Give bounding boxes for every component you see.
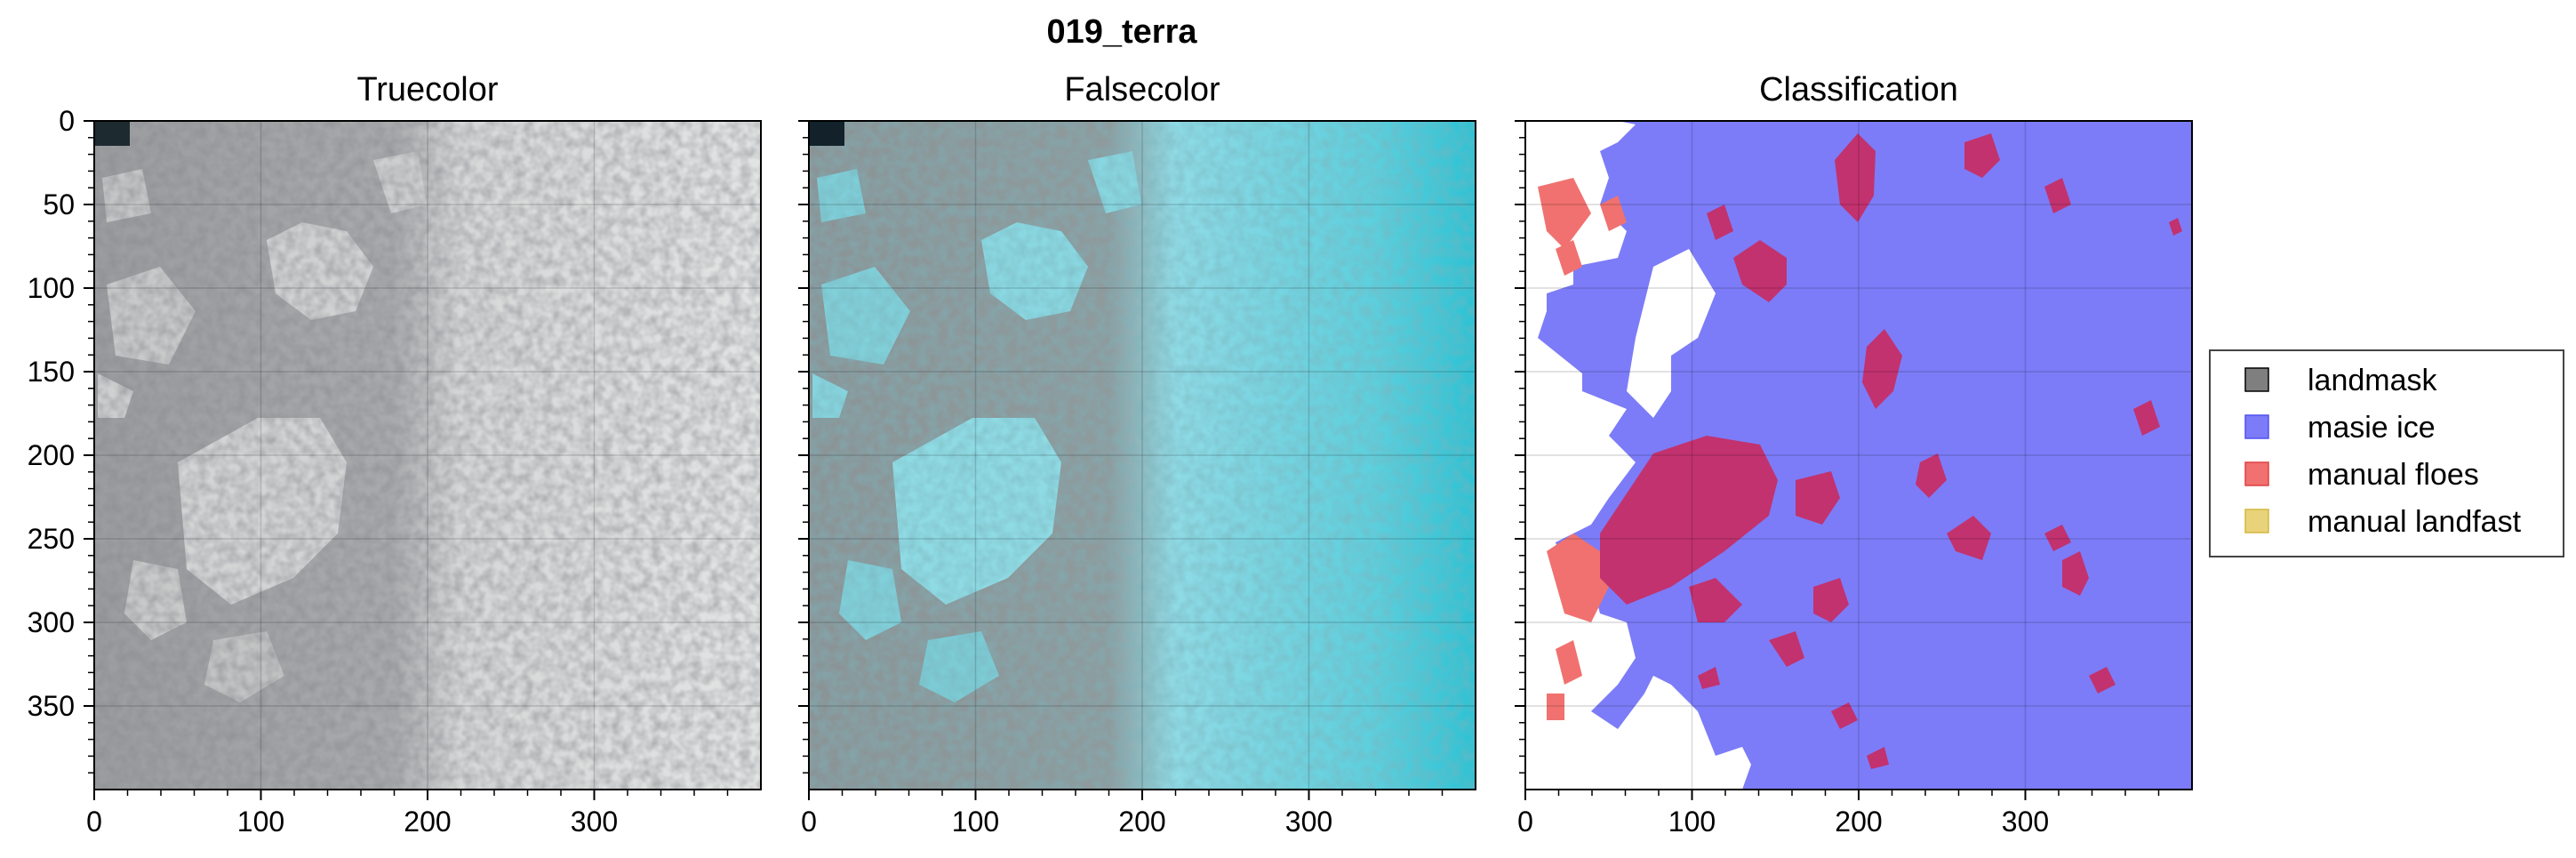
xtick-label: 0 [801,806,817,838]
legend-label-manual-landfast: manual landfast [2308,505,2522,539]
truecolor-grid [94,121,761,790]
xtick-label: 100 [1668,806,1716,838]
xtick-label: 0 [1517,806,1533,838]
panel-title-truecolor: Truecolor [356,71,498,108]
ytick-label: 100 [28,272,75,304]
truecolor-minor-yticks [88,137,94,774]
panel-truecolor: Truecolor [28,71,762,838]
falsecolor-minor-xticks [841,790,1444,796]
classification-image [1525,121,2192,790]
ytick-label: 250 [28,523,75,555]
legend-label-masie-ice: masie ice [2308,411,2436,445]
panel-falsecolor: Falsecolor [798,71,1476,838]
classification-minor-yticks [1519,137,1525,774]
falsecolor-grid [809,121,1476,790]
truecolor-image [94,121,761,790]
legend: landmask masie ice manual floes manual l… [2209,349,2564,557]
legend-swatch-landmask [2244,367,2269,392]
classification-grid [1525,121,2192,790]
ytick-label: 350 [28,690,75,722]
xtick-label: 0 [86,806,102,838]
xtick-label: 200 [1118,806,1165,838]
figure-title: 019_terra [1046,13,1197,51]
ytick-label: 300 [28,606,75,638]
legend-swatch-manual-landfast [2244,509,2269,533]
ytick-label: 50 [43,188,75,221]
xtick-label: 300 [1285,806,1332,838]
xtick-label: 300 [2002,806,2049,838]
ytick-label: 200 [28,439,75,471]
legend-label-manual-floes: manual floes [2308,458,2479,492]
falsecolor-major-ticks [798,120,1310,800]
xtick-label: 200 [1835,806,1882,838]
legend-label-landmask: landmask [2308,364,2438,397]
panel-classification: Classification [1515,71,2193,838]
falsecolor-minor-yticks [803,137,809,774]
xtick-label: 200 [404,806,451,838]
ytick-label: 150 [28,356,75,388]
legend-swatch-manual-floes [2244,461,2269,486]
panel-title-falsecolor: Falsecolor [1064,71,1220,108]
classification-minor-xticks [1557,790,2160,796]
xtick-label: 300 [571,806,618,838]
falsecolor-image [809,121,1476,790]
truecolor-minor-xticks [126,790,729,796]
ytick-label: 0 [59,105,75,137]
panel-title-classification: Classification [1759,71,1958,108]
xtick-label: 100 [237,806,284,838]
legend-swatch-masie-ice [2244,414,2269,439]
xtick-label: 100 [952,806,999,838]
truecolor-major-ticks [84,120,596,800]
classification-major-ticks [1515,120,2027,800]
